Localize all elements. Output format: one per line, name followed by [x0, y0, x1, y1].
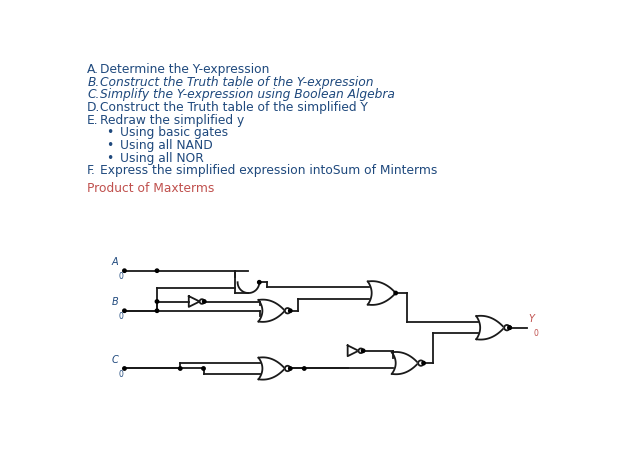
Text: B: B	[112, 297, 118, 307]
Text: D.: D.	[87, 101, 100, 114]
Circle shape	[202, 367, 205, 370]
Text: E.: E.	[87, 114, 99, 126]
Circle shape	[285, 366, 290, 371]
Text: Construct the Truth table of the simplified Y: Construct the Truth table of the simplif…	[100, 101, 368, 114]
Text: 0: 0	[118, 370, 123, 379]
Text: Construct the Truth table of the Y-expression: Construct the Truth table of the Y-expre…	[100, 76, 374, 89]
Text: Product of Maxterms: Product of Maxterms	[87, 182, 214, 195]
Text: Determine the Y-expression: Determine the Y-expression	[100, 63, 270, 76]
Text: B.: B.	[87, 76, 99, 89]
Text: •: •	[107, 152, 114, 165]
Circle shape	[155, 309, 159, 312]
Text: Using all NOR: Using all NOR	[120, 152, 204, 165]
Text: Simplify the Y-expression using Boolean Algebra: Simplify the Y-expression using Boolean …	[100, 88, 396, 101]
Circle shape	[155, 269, 159, 272]
Circle shape	[508, 326, 511, 329]
Circle shape	[289, 367, 292, 370]
Circle shape	[258, 280, 261, 284]
Circle shape	[155, 300, 159, 303]
Circle shape	[285, 308, 290, 313]
Circle shape	[123, 269, 126, 272]
Circle shape	[289, 309, 292, 312]
Circle shape	[203, 300, 206, 303]
Circle shape	[359, 348, 363, 353]
Circle shape	[179, 367, 182, 370]
Text: C.: C.	[87, 88, 100, 101]
Text: Redraw the simplified y: Redraw the simplified y	[100, 114, 245, 126]
Circle shape	[123, 309, 126, 312]
Circle shape	[123, 367, 126, 370]
Text: Using basic gates: Using basic gates	[120, 126, 228, 139]
Text: F.: F.	[87, 164, 96, 177]
Text: •: •	[107, 126, 114, 139]
Circle shape	[200, 299, 204, 304]
Text: A: A	[112, 257, 118, 267]
Text: C: C	[112, 354, 118, 365]
Circle shape	[361, 349, 365, 353]
Text: A.: A.	[87, 63, 99, 76]
Circle shape	[504, 325, 509, 330]
Text: 0: 0	[534, 329, 539, 338]
Circle shape	[422, 362, 425, 365]
Circle shape	[394, 291, 398, 295]
Circle shape	[303, 367, 306, 370]
Text: Express the simplified expression intoSum of Minterms: Express the simplified expression intoSu…	[100, 164, 438, 177]
Text: 0: 0	[118, 272, 123, 281]
Text: Using all NAND: Using all NAND	[120, 139, 212, 152]
Text: Y: Y	[529, 314, 534, 324]
Circle shape	[508, 326, 511, 329]
Circle shape	[418, 361, 424, 366]
Text: •: •	[107, 139, 114, 152]
Text: 0: 0	[118, 312, 123, 321]
